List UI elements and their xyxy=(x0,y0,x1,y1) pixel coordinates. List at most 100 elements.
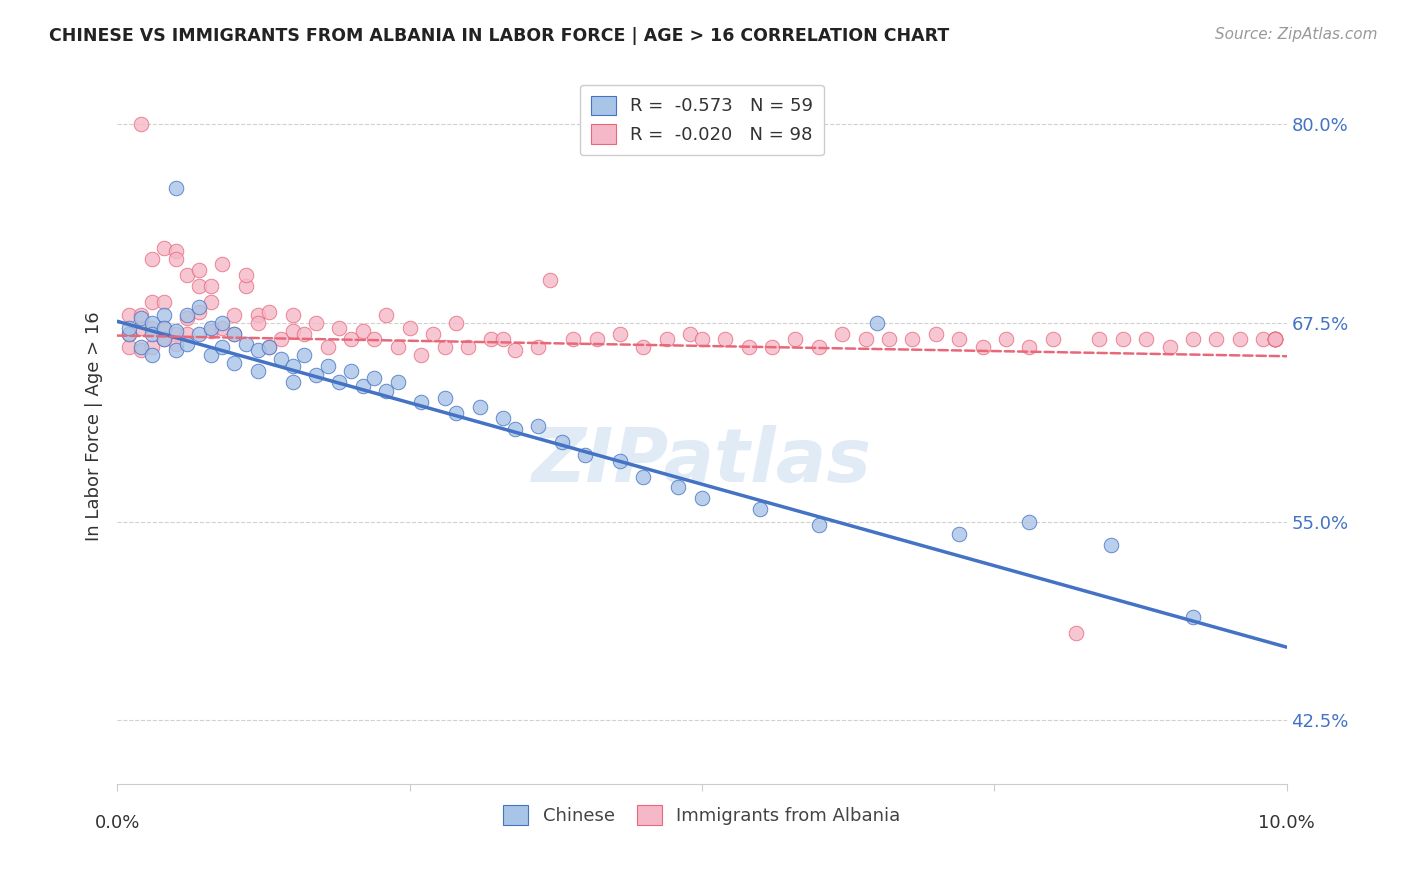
Point xyxy=(188,279,211,293)
Point xyxy=(690,332,713,346)
Point xyxy=(200,348,222,362)
Point xyxy=(292,326,315,341)
Point xyxy=(749,501,772,516)
Point xyxy=(411,395,433,409)
Point xyxy=(503,422,526,436)
Point xyxy=(200,295,222,310)
Point xyxy=(281,308,304,322)
Point xyxy=(1264,332,1286,346)
Point xyxy=(375,308,398,322)
Point xyxy=(118,308,141,322)
Point xyxy=(468,400,491,414)
Point xyxy=(200,320,222,334)
Point xyxy=(479,332,502,346)
Point xyxy=(831,326,853,341)
Point xyxy=(165,326,187,341)
Point xyxy=(609,326,631,341)
Point xyxy=(129,340,152,354)
Text: CHINESE VS IMMIGRANTS FROM ALBANIA IN LABOR FORCE | AGE > 16 CORRELATION CHART: CHINESE VS IMMIGRANTS FROM ALBANIA IN LA… xyxy=(49,27,949,45)
Point xyxy=(503,343,526,357)
Point xyxy=(211,320,233,334)
Point xyxy=(129,320,152,334)
Point xyxy=(141,340,163,354)
Point xyxy=(1088,332,1111,346)
Point xyxy=(633,340,655,354)
Point xyxy=(387,375,409,389)
Point xyxy=(165,324,187,338)
Point xyxy=(188,304,211,318)
Point xyxy=(141,320,163,334)
Point xyxy=(176,336,198,351)
Point xyxy=(527,340,550,354)
Legend: Chinese, Immigrants from Albania: Chinese, Immigrants from Albania xyxy=(496,797,908,832)
Point xyxy=(527,419,550,434)
Point xyxy=(901,332,924,346)
Point xyxy=(446,316,468,330)
Point xyxy=(492,332,515,346)
Point xyxy=(363,371,385,385)
Point xyxy=(1064,625,1087,640)
Point xyxy=(281,359,304,373)
Point xyxy=(1205,332,1227,346)
Point xyxy=(1159,340,1181,354)
Point xyxy=(948,527,970,541)
Point xyxy=(165,343,187,357)
Point xyxy=(340,363,363,377)
Point xyxy=(153,241,176,255)
Point xyxy=(224,355,246,369)
Text: 10.0%: 10.0% xyxy=(1258,814,1315,832)
Point xyxy=(352,379,374,393)
Point xyxy=(1251,332,1274,346)
Point xyxy=(211,257,233,271)
Point xyxy=(129,117,152,131)
Point xyxy=(1135,332,1157,346)
Point xyxy=(714,332,737,346)
Point xyxy=(246,363,269,377)
Point xyxy=(118,326,141,341)
Point xyxy=(866,316,889,330)
Point xyxy=(257,304,280,318)
Point xyxy=(281,375,304,389)
Point xyxy=(141,348,163,362)
Point xyxy=(761,340,783,354)
Point xyxy=(165,252,187,267)
Point xyxy=(176,326,198,341)
Point xyxy=(141,326,163,341)
Point xyxy=(807,340,830,354)
Text: Source: ZipAtlas.com: Source: ZipAtlas.com xyxy=(1215,27,1378,42)
Point xyxy=(807,517,830,532)
Point xyxy=(129,311,152,326)
Point xyxy=(211,340,233,354)
Point xyxy=(153,320,176,334)
Point xyxy=(387,340,409,354)
Point xyxy=(340,332,363,346)
Point xyxy=(655,332,678,346)
Point xyxy=(328,375,350,389)
Point xyxy=(737,340,759,354)
Point xyxy=(224,326,246,341)
Point xyxy=(562,332,585,346)
Point xyxy=(785,332,807,346)
Point xyxy=(668,480,690,494)
Point xyxy=(292,348,315,362)
Point xyxy=(165,244,187,259)
Point xyxy=(224,308,246,322)
Point xyxy=(994,332,1017,346)
Point xyxy=(1182,610,1205,624)
Point xyxy=(188,300,211,314)
Point xyxy=(200,324,222,338)
Point xyxy=(153,295,176,310)
Point xyxy=(129,308,152,322)
Point xyxy=(141,316,163,330)
Point xyxy=(281,324,304,338)
Point xyxy=(270,332,292,346)
Point xyxy=(129,343,152,357)
Point xyxy=(877,332,900,346)
Point xyxy=(1264,332,1286,346)
Point xyxy=(972,340,994,354)
Point xyxy=(1042,332,1064,346)
Point xyxy=(1099,538,1122,552)
Point xyxy=(211,316,233,330)
Point xyxy=(176,308,198,322)
Point xyxy=(411,348,433,362)
